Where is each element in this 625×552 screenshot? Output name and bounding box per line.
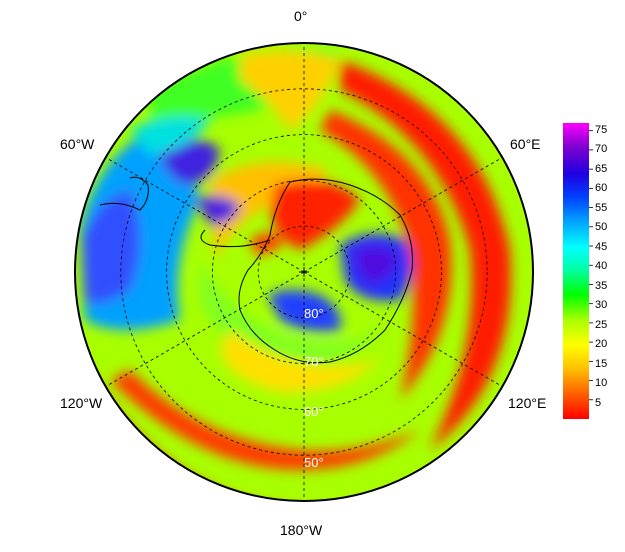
- colorbar-label-15: 15: [595, 358, 608, 370]
- latitude-circle-60: [166, 134, 442, 410]
- colorbar-label-10: 10: [595, 377, 608, 389]
- antarctica-coastline: [200, 178, 413, 364]
- lat-label-80: 80°: [304, 306, 324, 321]
- longitude-line-60: [303, 157, 503, 273]
- lon-label-60w: 60°W: [60, 136, 95, 152]
- colorbar-label-75: 75: [595, 124, 608, 136]
- colorbar-label-35: 35: [595, 280, 608, 292]
- longitude-line-120: [303, 271, 503, 387]
- lat-label-60: 60°: [304, 404, 324, 419]
- colorbar-label-55: 55: [595, 202, 608, 214]
- lon-label-120w: 120°W: [60, 395, 103, 411]
- longitude-line-300: [105, 157, 305, 273]
- longitude-line-240: [105, 271, 305, 387]
- lon-label-0: 0°: [294, 8, 308, 24]
- lon-label-180w: 180°W: [280, 522, 323, 538]
- colorbar-label-40: 40: [595, 260, 608, 272]
- colorbar-label-5: 5: [595, 397, 602, 409]
- south-america-coastline: [99, 176, 149, 211]
- south-pole-marker: [299, 267, 309, 277]
- colorbar-label-60: 60: [595, 182, 608, 194]
- latitude-circle-80: [257, 225, 351, 319]
- graticule: [105, 43, 503, 501]
- colorbar-label-45: 45: [595, 241, 608, 253]
- lat-label-70: 70°: [304, 354, 324, 369]
- lon-label-120e: 120°E: [508, 395, 547, 411]
- colorbar-label-70: 70: [595, 143, 608, 155]
- colorbar-label-65: 65: [595, 163, 608, 175]
- colorbar: [563, 123, 589, 419]
- lon-label-60e: 60°E: [510, 136, 541, 152]
- colorbar-label-25: 25: [595, 319, 608, 331]
- latitude-circle-50: [120, 88, 488, 456]
- colorbar-label-30: 30: [595, 299, 608, 311]
- colorbar-label-20: 20: [595, 338, 608, 350]
- colorbar-label-50: 50: [595, 221, 608, 233]
- latitude-circle-70: [211, 179, 396, 364]
- colorbar-ticks: [589, 130, 593, 401]
- lat-label-50: 50°: [304, 455, 324, 470]
